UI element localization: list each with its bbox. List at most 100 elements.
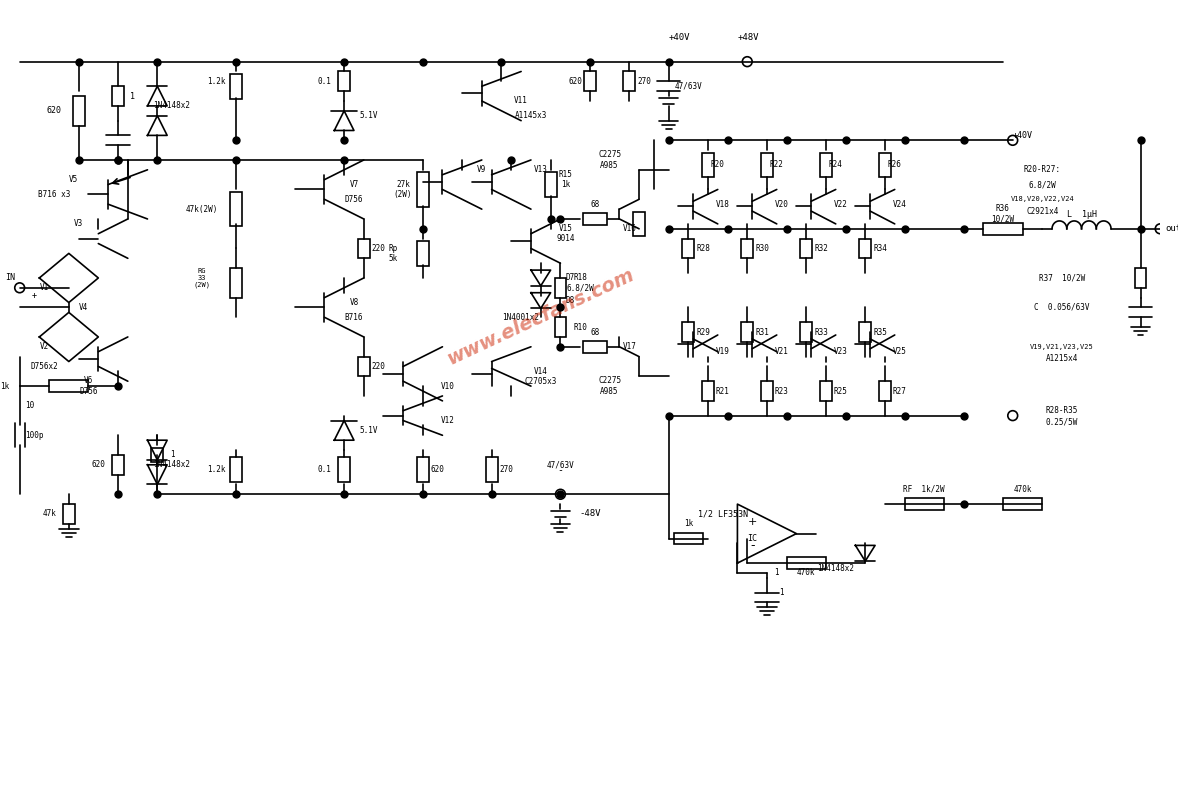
Text: 1N4148x2: 1N4148x2 [153,101,191,110]
Text: 100p: 100p [25,431,44,440]
Text: V2: V2 [40,342,48,351]
Text: 1: 1 [780,588,785,597]
Text: 1/2 LF353N: 1/2 LF353N [697,509,748,519]
Text: R36
10/2W: R36 10/2W [992,204,1014,224]
Text: IN: IN [5,274,15,282]
Bar [230,457,241,482]
Text: 68: 68 [590,328,600,336]
Text: V23: V23 [834,347,848,356]
Bar [800,322,812,342]
Text: 10: 10 [25,402,34,410]
Bar [112,455,124,475]
Text: RG
33
(2W): RG 33 (2W) [193,268,210,288]
Text: V21: V21 [775,347,788,356]
Text: 6.8/2W: 6.8/2W [1028,180,1057,189]
Bar [859,239,872,259]
Text: L  1μH: L 1μH [1066,210,1097,219]
Text: -: - [557,465,563,475]
Text: 620: 620 [431,465,444,474]
Bar [112,86,124,106]
Text: out: out [1165,224,1178,233]
Bar [879,381,891,401]
Text: RF  1k/2W: RF 1k/2W [904,485,945,494]
Text: V10: V10 [441,382,455,391]
Text: 470k: 470k [798,568,815,578]
Text: D756x2: D756x2 [31,362,58,371]
Text: 47k: 47k [42,509,57,519]
Bar [417,457,429,482]
Text: 0.25/5W: 0.25/5W [1046,418,1078,427]
Bar [583,213,607,225]
Bar [338,457,350,482]
Text: R31: R31 [755,328,769,336]
Text: V19: V19 [716,347,729,356]
Text: +48V: +48V [737,32,759,42]
Text: A1145x3: A1145x3 [515,112,547,120]
Text: V3: V3 [74,219,84,229]
Text: 1.2k: 1.2k [207,465,225,474]
Bar [230,74,241,98]
Text: +40V: +40V [1013,131,1033,140]
Bar [584,72,596,91]
Text: D8: D8 [565,296,575,305]
Text: 220: 220 [371,362,385,371]
Text: 5.1V: 5.1V [359,426,378,435]
Text: R20-R27:: R20-R27: [1024,165,1060,174]
Text: V1: V1 [40,283,48,292]
Text: V14
C2705x3: V14 C2705x3 [524,366,557,386]
Text: V18,V20,V22,V24: V18,V20,V22,V24 [1011,196,1074,202]
Bar [230,192,241,226]
Text: V18: V18 [716,200,729,209]
Text: R37  10/2W: R37 10/2W [1039,274,1085,282]
Bar [984,223,1023,235]
Bar [544,172,556,196]
Text: V22: V22 [834,200,848,209]
Text: C2275
A985: C2275 A985 [598,376,621,396]
Text: R10: R10 [574,322,587,332]
Bar [702,152,714,177]
Text: 620: 620 [568,77,582,86]
Text: D756: D756 [345,195,363,204]
Text: C2921x4: C2921x4 [1026,207,1058,215]
Bar [417,241,429,266]
Text: 470k: 470k [1013,485,1032,494]
Text: 1k: 1k [0,382,9,391]
Text: 47k(2W): 47k(2W) [185,204,218,214]
Text: A1215x4: A1215x4 [1046,354,1078,363]
Text: C  0.056/63V: C 0.056/63V [1034,303,1090,312]
Text: R27: R27 [893,387,907,395]
Text: V12: V12 [441,416,455,425]
Text: R28: R28 [696,244,710,253]
Text: 1: 1 [170,450,174,460]
Bar [905,498,944,510]
Text: 270: 270 [637,77,651,86]
Bar [485,457,497,482]
Text: 270: 270 [499,465,514,474]
Text: 1N4001x2: 1N4001x2 [503,313,540,321]
Bar [741,239,753,259]
Bar [761,381,773,401]
Text: 1N4148x2: 1N4148x2 [153,461,191,469]
Text: R22: R22 [769,160,783,170]
Bar [73,96,85,126]
Text: 1k: 1k [683,520,693,528]
Text: R20: R20 [710,160,724,170]
Text: R29: R29 [696,328,710,336]
Text: R23: R23 [775,387,788,395]
Text: R35: R35 [873,328,887,336]
Text: 1: 1 [131,91,135,101]
Text: 620: 620 [47,106,61,116]
Text: R32: R32 [814,244,828,253]
Text: 1N4148x2: 1N4148x2 [818,564,854,572]
Text: R18
6.8/2W: R18 6.8/2W [567,274,594,292]
Text: +: + [32,291,37,300]
Text: V19,V21,V23,V25: V19,V21,V23,V25 [1030,343,1093,350]
Text: R21: R21 [716,387,729,395]
Text: V24: V24 [893,200,907,209]
Text: 1.2k: 1.2k [207,77,225,86]
Text: R28-R35: R28-R35 [1046,406,1078,415]
Bar [787,557,826,569]
Text: 27k
(2W): 27k (2W) [393,180,412,199]
Bar [417,172,429,207]
Text: V4: V4 [79,303,88,312]
